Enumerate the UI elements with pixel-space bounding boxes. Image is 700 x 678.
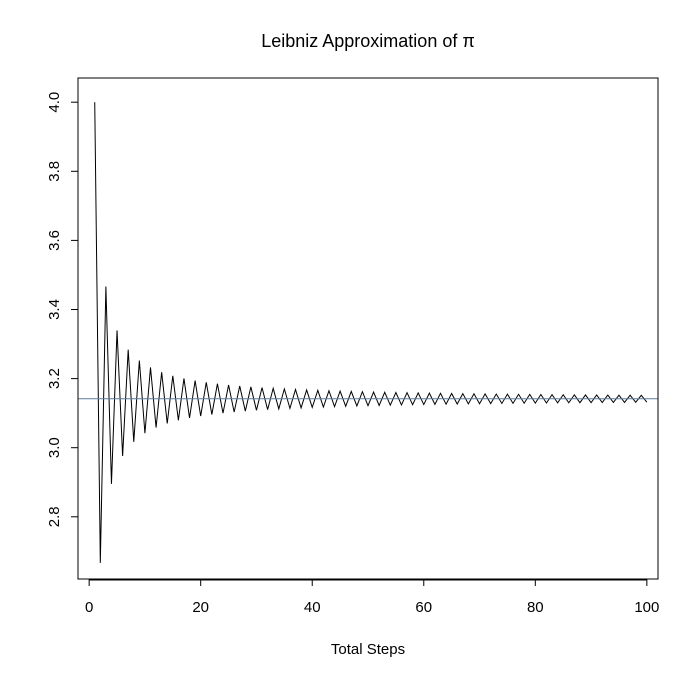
x-tick-label: 60	[415, 599, 432, 616]
plot-frame	[77, 77, 659, 580]
y-axis: 2.8 3.0 3.2 3.4 3.6 3.8 4.0	[46, 92, 78, 527]
y-tick-label: 3.4	[46, 299, 63, 320]
y-tick-label: 3.6	[46, 230, 63, 251]
x-axis-title: Total Steps	[331, 641, 405, 658]
y-tick-label: 3.8	[46, 161, 63, 182]
x-tick-label: 40	[304, 599, 321, 616]
plot-area	[78, 102, 658, 563]
y-tick-label: 4.0	[46, 92, 63, 113]
y-tick-label: 3.2	[46, 368, 63, 389]
x-tick-label: 80	[527, 599, 544, 616]
y-tick-label: 3.0	[46, 437, 63, 458]
chart-title: Leibniz Approximation of π	[261, 31, 475, 51]
y-tick-label: 2.8	[46, 506, 63, 527]
x-tick-label: 100	[634, 599, 659, 616]
x-tick-label: 20	[192, 599, 209, 616]
x-tick-label: 0	[85, 599, 93, 616]
